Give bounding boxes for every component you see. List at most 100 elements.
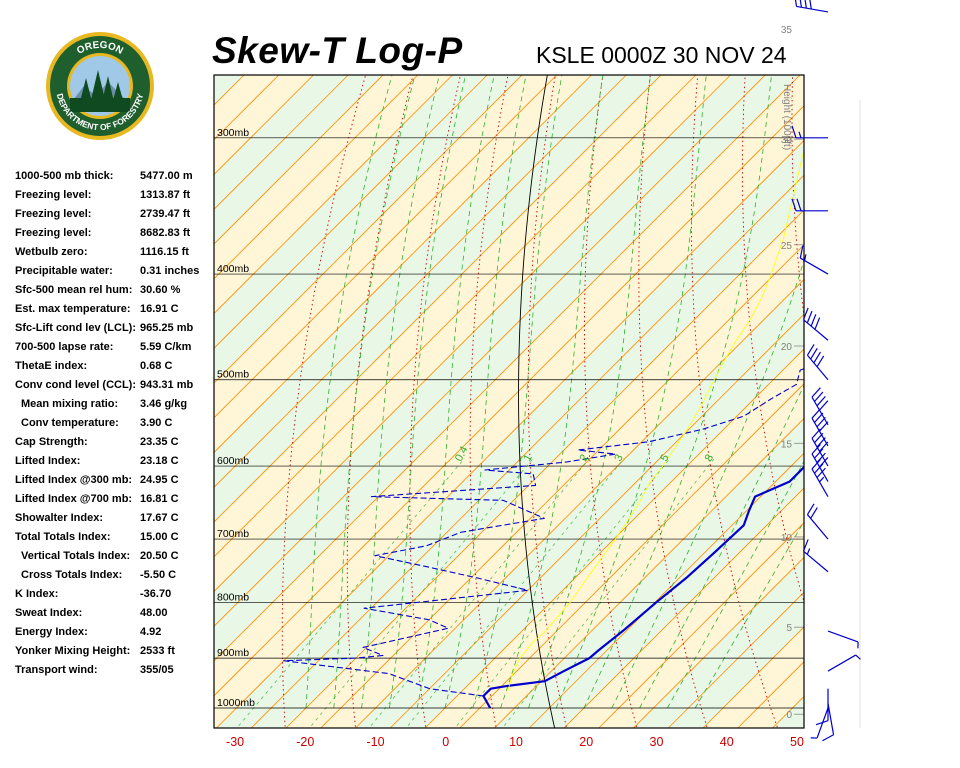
wind-staff [806, 354, 829, 381]
wind-flag [814, 391, 824, 402]
index-value: 8682.83 ft [140, 227, 191, 239]
moist-adiabat [333, 75, 416, 709]
isotherm-line [214, 75, 697, 558]
parcel-path-line [507, 147, 804, 692]
wind-staff [811, 468, 829, 497]
height-tick-label: 25 [781, 241, 793, 252]
temperature-line [482, 465, 804, 709]
isotherm-line [250, 174, 804, 728]
index-value: 1313.87 ft [140, 189, 191, 201]
index-value: 3.46 g/kg [140, 398, 188, 410]
index-label: Est. max temperature: [15, 303, 131, 315]
index-label: Wetbulb zero: [15, 246, 88, 258]
wind-flag [819, 457, 829, 468]
x-tick-label: 50 [790, 735, 804, 749]
index-value: 3.90 C [140, 417, 173, 429]
moist-adiabat [611, 258, 804, 709]
wind-flag [816, 452, 826, 463]
wind-flag [791, 198, 797, 211]
isotherm-line [0, 75, 1, 728]
index-value: 30.60 % [140, 284, 181, 296]
moist-adiabat [444, 75, 527, 709]
dry-adiabat [346, 75, 414, 728]
dry-adiabat [527, 75, 568, 728]
isotherm-line [667, 591, 804, 728]
isotherm-line [214, 75, 453, 315]
tree-icon [80, 70, 124, 104]
wind-staff [827, 630, 859, 643]
wind-flag [813, 351, 821, 364]
index-label: Lifted Index @700 mb: [15, 493, 133, 505]
wind-staff [803, 319, 829, 341]
wind-flag [802, 307, 809, 320]
isotherm-line [0, 75, 70, 728]
index-value: -36.70 [140, 588, 172, 600]
mixing-ratio-label: 2 [578, 452, 591, 463]
index-label: Total Totals Index: [15, 531, 111, 543]
wind-flag [810, 314, 817, 327]
wind-flag [814, 317, 821, 330]
isotherm-band [0, 25, 86, 728]
wind-staff [811, 417, 829, 447]
wind-barb [791, 125, 828, 139]
x-tick-label: 30 [650, 735, 664, 749]
wind-barb [799, 245, 829, 275]
wind-barb [811, 387, 829, 426]
index-value: 2739.47 ft [140, 208, 191, 220]
index-label: K Index: [15, 588, 59, 600]
isotherm-line [459, 383, 804, 728]
isotherm-line [807, 75, 960, 728]
isotherm-band [0, 25, 225, 728]
wind-staff [799, 257, 829, 275]
wind-staff [827, 703, 835, 735]
wind-flag [816, 395, 826, 407]
moist-adiabat [361, 75, 440, 709]
wind-flag [810, 507, 818, 519]
wind-flag [798, 131, 802, 138]
isotherm-line [598, 522, 804, 728]
x-tick-label: 20 [579, 735, 593, 749]
wind-flag [804, 0, 807, 9]
isobar-label: 800mb [217, 591, 249, 603]
moist-adiabat [416, 75, 495, 709]
mixing-ratio-line [501, 457, 715, 728]
isotherm-line [0, 75, 36, 728]
wind-flag [816, 355, 825, 368]
wind-barb [811, 444, 829, 482]
wind-staff [806, 514, 829, 540]
isotherm-line [214, 75, 731, 593]
wind-flag [791, 125, 797, 138]
moist-adiabat [389, 75, 467, 709]
moist-adiabat [639, 384, 804, 709]
moist-adiabat [667, 460, 804, 709]
wind-barb [822, 703, 835, 742]
index-label: Vertical Totals Index: [21, 550, 131, 562]
moist-adiabat [500, 75, 604, 709]
isotherm-line [214, 75, 419, 280]
index-value: 5477.00 m [140, 170, 193, 182]
wind-staff [811, 438, 829, 467]
isotherm-band [214, 75, 804, 728]
svg-text:OREGON: OREGON [75, 40, 125, 57]
isobar-label: 300mb [217, 127, 249, 139]
mixing-ratio-label: 3 [612, 452, 625, 463]
index-label: Yonker Mixing Height: [15, 645, 131, 657]
wind-flag [855, 654, 861, 660]
moist-adiabat [472, 75, 563, 709]
index-label: Sfc-Lift cond lev (LCL): [15, 322, 136, 334]
index-label: Freezing level: [15, 227, 92, 239]
mixing-ratio-line [236, 457, 466, 728]
isotherm-line [214, 75, 349, 210]
index-value: -5.50 C [140, 569, 177, 581]
index-label: Precipitable water: [15, 265, 113, 277]
index-label: Freezing level: [15, 189, 92, 201]
index-value: 16.91 C [140, 303, 179, 315]
index-value: 943.31 mb [140, 379, 194, 391]
index-value: 4.92 [140, 626, 162, 638]
wind-flag [806, 503, 815, 515]
index-value: 15.00 C [140, 531, 179, 543]
isotherm-line [0, 75, 105, 728]
isobar-label: 400mb [217, 263, 249, 275]
moist-adiabat [583, 75, 772, 709]
